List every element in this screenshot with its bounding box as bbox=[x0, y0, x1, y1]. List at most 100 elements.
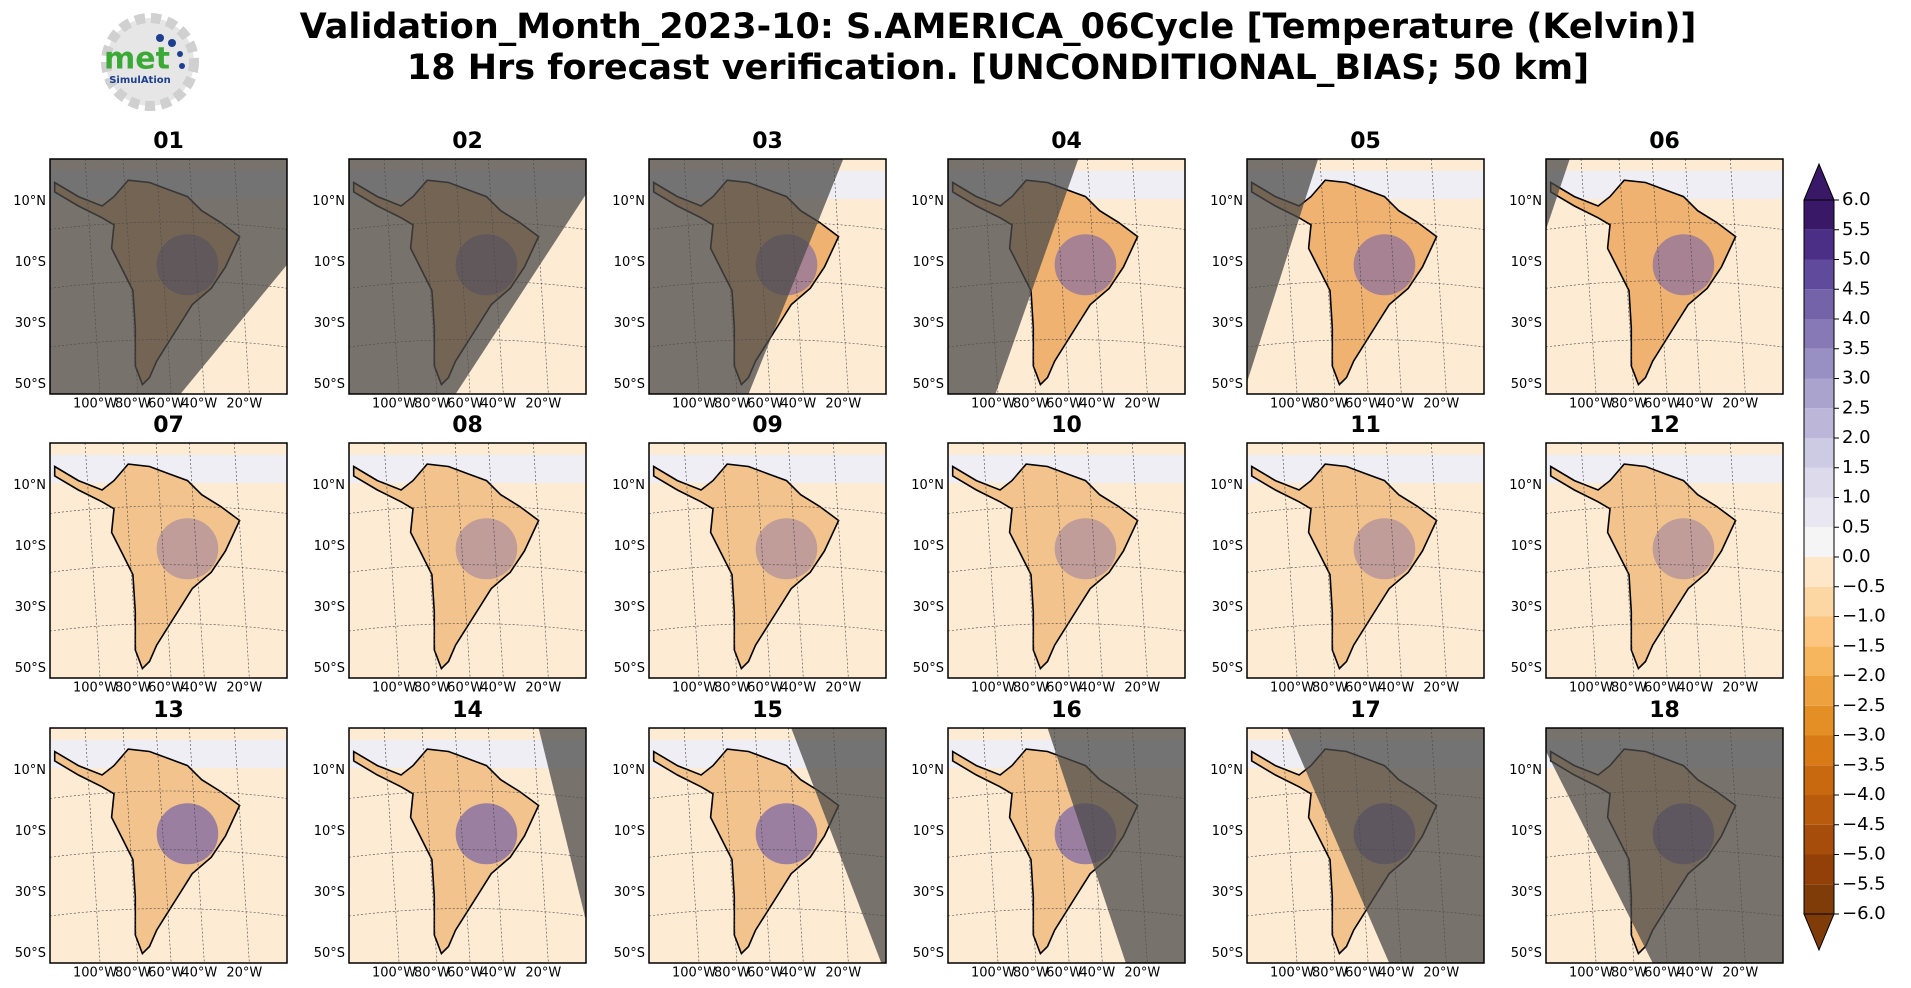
panel-title: 04 bbox=[1051, 129, 1082, 154]
panel-frame bbox=[1545, 442, 1784, 679]
bias-area bbox=[455, 803, 518, 865]
lon-label: 20°W bbox=[525, 681, 561, 696]
lat-label: 10°S bbox=[614, 824, 645, 839]
map-panel: 01 10°N 10°S 30°S 50°S 100°W80°W60°W40°W 20°W bbox=[13, 129, 288, 412]
land bbox=[1250, 463, 1438, 671]
logo-text: met bbox=[104, 42, 170, 77]
colorbar-tick-label: −1.5 bbox=[1842, 635, 1886, 656]
graticule bbox=[234, 728, 250, 963]
lat-label: 50°S bbox=[1212, 377, 1243, 392]
bias-area bbox=[455, 518, 518, 580]
colorbar-extend bbox=[1803, 913, 1835, 952]
lon-label: 40°W bbox=[480, 397, 516, 412]
graticule bbox=[1651, 443, 1668, 678]
graticule bbox=[982, 443, 999, 678]
logo-subtext: SimulAtion bbox=[109, 75, 171, 86]
lat-label: 10°S bbox=[1212, 255, 1243, 270]
colorbar-tick-label: 5.5 bbox=[1842, 219, 1871, 240]
lon-label: 100°W bbox=[672, 397, 716, 412]
graticule bbox=[948, 623, 1185, 632]
colorbar-tick-label: 3.5 bbox=[1842, 338, 1871, 359]
lon-label: 40°W bbox=[1677, 966, 1713, 981]
lat-label: 10°S bbox=[913, 824, 944, 839]
map-content bbox=[50, 443, 287, 678]
graticule bbox=[1546, 623, 1783, 632]
lon-label: 80°W bbox=[1312, 681, 1348, 696]
lat-label: 30°S bbox=[1511, 885, 1542, 900]
lon-label: 80°W bbox=[714, 397, 750, 412]
graticule bbox=[1020, 443, 1037, 678]
land bbox=[951, 463, 1139, 671]
graticule bbox=[1580, 443, 1597, 678]
map-panel: 10 10°N 10°S 30°S 50°S 100°W80°W60°W40°W 20°W bbox=[911, 413, 1186, 696]
colorbar-band bbox=[1804, 795, 1834, 825]
lon-label: 60°W bbox=[747, 966, 783, 981]
panel-frame bbox=[1246, 727, 1485, 964]
lon-label: 20°W bbox=[1124, 397, 1160, 412]
map-content bbox=[649, 159, 886, 394]
map-panel: 02 10°N 10°S 30°S 50°S 100°W80°W60°W40°W 20°W bbox=[312, 129, 587, 412]
lon-label: 60°W bbox=[447, 966, 483, 981]
map-content bbox=[948, 443, 1185, 678]
lon-label: 100°W bbox=[971, 681, 1015, 696]
lon-label: 60°W bbox=[1046, 397, 1082, 412]
lat-label: 10°N bbox=[312, 478, 345, 493]
lat-label: 30°S bbox=[15, 316, 46, 331]
graticule bbox=[721, 443, 738, 678]
colorbar-extend bbox=[1803, 162, 1835, 201]
graticule bbox=[649, 505, 886, 514]
map-panel: 06 10°N 10°S 30°S 50°S 100°W80°W60°W40°W 20°W bbox=[1509, 129, 1784, 412]
panel-title: 17 bbox=[1350, 698, 1381, 723]
graticule bbox=[421, 728, 438, 963]
land bbox=[1549, 463, 1737, 671]
graticule bbox=[1431, 159, 1447, 394]
graticule bbox=[1546, 339, 1783, 348]
lon-label: 60°W bbox=[1345, 397, 1381, 412]
map-content bbox=[349, 728, 586, 963]
lon-label: 60°W bbox=[1644, 397, 1680, 412]
lon-label: 40°W bbox=[1677, 397, 1713, 412]
graticule bbox=[421, 443, 438, 678]
colorbar-tick-label: 2.0 bbox=[1842, 427, 1871, 448]
colorbar: −6.0 −5.5 −5.0 −4.5 −4.0 −3.5 −3.0 −2.5 −2.0 −1.5… bbox=[1803, 162, 1886, 952]
lat-label: 10°N bbox=[312, 763, 345, 778]
colorbar-band bbox=[1804, 497, 1834, 528]
bias-area bbox=[755, 803, 818, 865]
map-panel: 07 10°N 10°S 30°S 50°S 100°W80°W60°W40°W 20°W bbox=[13, 413, 288, 696]
panel-title: 11 bbox=[1350, 413, 1381, 438]
colorbar-band bbox=[1804, 765, 1834, 795]
lon-label: 100°W bbox=[1569, 681, 1613, 696]
night-shade bbox=[948, 159, 1079, 394]
panel-title: 14 bbox=[452, 698, 483, 723]
lat-label: 30°S bbox=[314, 316, 345, 331]
map-panel: 09 10°N 10°S 30°S 50°S 100°W80°W60°W40°W 20°W bbox=[612, 413, 887, 696]
panel-title: 06 bbox=[1649, 129, 1680, 154]
colorbar-band bbox=[1804, 705, 1834, 736]
map-content bbox=[948, 728, 1185, 963]
lat-label: 10°S bbox=[15, 255, 46, 270]
lat-label: 10°N bbox=[911, 763, 944, 778]
graticule bbox=[649, 790, 886, 799]
graticule bbox=[1546, 280, 1783, 289]
lon-label: 40°W bbox=[1378, 966, 1414, 981]
lat-label: 30°S bbox=[15, 885, 46, 900]
graticule bbox=[1546, 221, 1783, 230]
lat-label: 30°S bbox=[1212, 600, 1243, 615]
lat-label: 50°S bbox=[1212, 946, 1243, 961]
graticule bbox=[1319, 443, 1336, 678]
graticule bbox=[948, 849, 1185, 858]
colorbar-band bbox=[1804, 467, 1834, 498]
panel-title: 12 bbox=[1649, 413, 1680, 438]
graticule bbox=[454, 443, 471, 678]
lat-label: 10°N bbox=[1509, 478, 1542, 493]
lat-label: 10°N bbox=[1210, 478, 1243, 493]
lat-label: 10°S bbox=[15, 539, 46, 554]
lon-label: 80°W bbox=[414, 681, 450, 696]
colorbar-band bbox=[1804, 854, 1834, 885]
lat-label: 50°S bbox=[913, 946, 944, 961]
logo-dot bbox=[156, 34, 164, 42]
lon-label: 40°W bbox=[181, 966, 217, 981]
lon-label: 80°W bbox=[115, 397, 151, 412]
colorbar-tick-label: 1.0 bbox=[1842, 487, 1871, 508]
lat-label: 10°N bbox=[312, 194, 345, 209]
